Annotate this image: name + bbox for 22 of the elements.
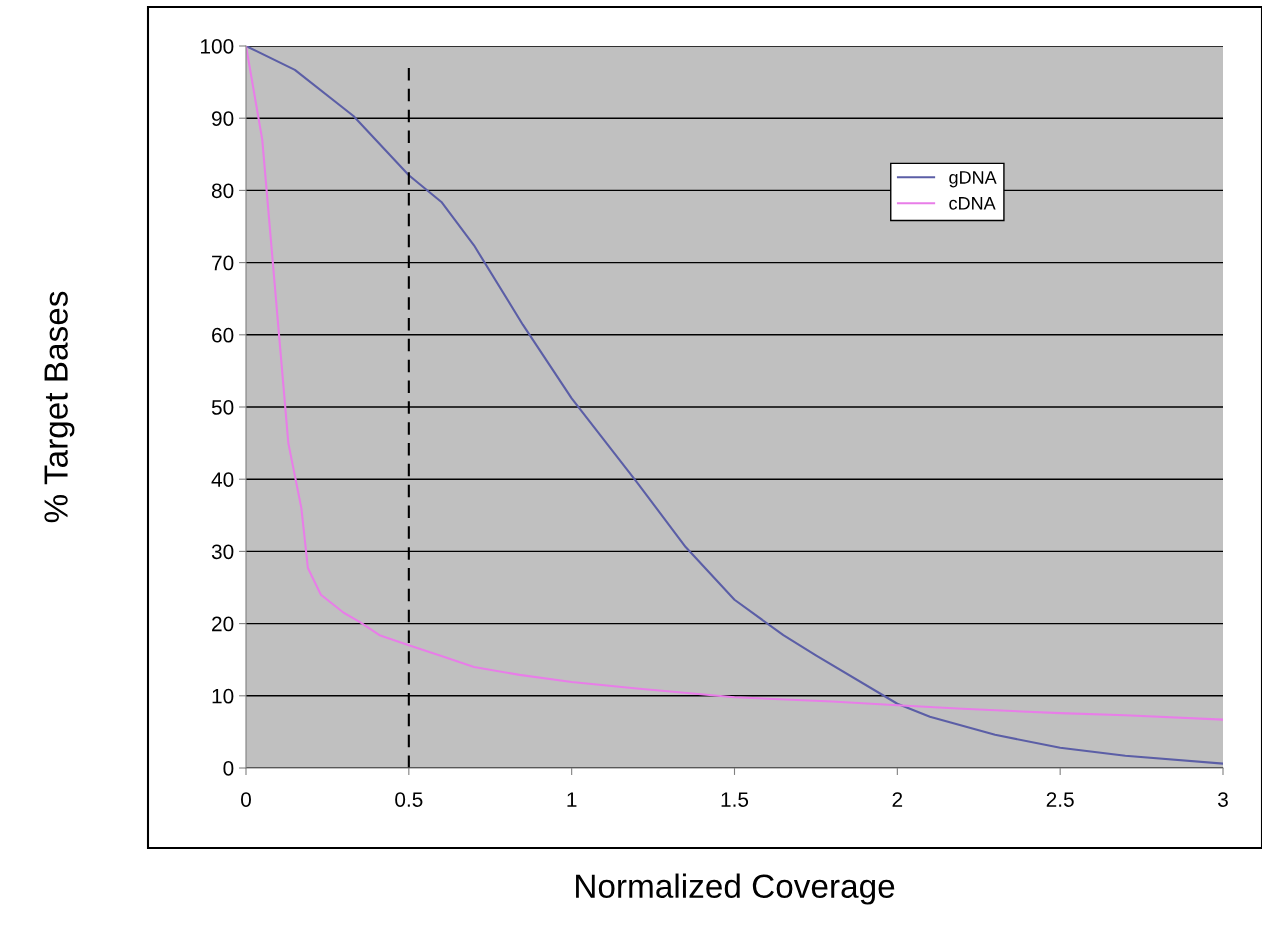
y-tick-label: 50 bbox=[211, 400, 234, 415]
y-tick-label: 100 bbox=[201, 39, 234, 54]
x-tick-label: 0.5 bbox=[395, 792, 423, 807]
y-tick-label: 20 bbox=[212, 616, 234, 632]
y-tick-label: 80 bbox=[211, 183, 234, 199]
legend-label: cDNA bbox=[949, 197, 996, 210]
x-tick-label: 1 bbox=[567, 792, 577, 807]
y-tick-label: 70 bbox=[212, 255, 234, 271]
x-tick-label: 0 bbox=[241, 792, 251, 807]
y-tick-label: 90 bbox=[212, 111, 234, 126]
x-tick-label: 2 bbox=[892, 792, 903, 807]
x-axis-title: Normalized Coverage bbox=[576, 873, 895, 905]
x-tick-label: 1.5 bbox=[721, 792, 749, 807]
y-tick-label: 10 bbox=[212, 688, 234, 704]
y-axis-title: % Target Bases bbox=[44, 291, 75, 523]
y-tick-label: 30 bbox=[211, 544, 234, 560]
x-tick-label: 3 bbox=[1218, 792, 1228, 807]
y-tick-label: 60 bbox=[212, 327, 234, 343]
legend-label: gDNA bbox=[949, 171, 997, 188]
x-tick-label: 2.5 bbox=[1046, 792, 1074, 807]
y-tick-label: 40 bbox=[211, 472, 234, 487]
y-tick-label: 0 bbox=[223, 761, 234, 776]
